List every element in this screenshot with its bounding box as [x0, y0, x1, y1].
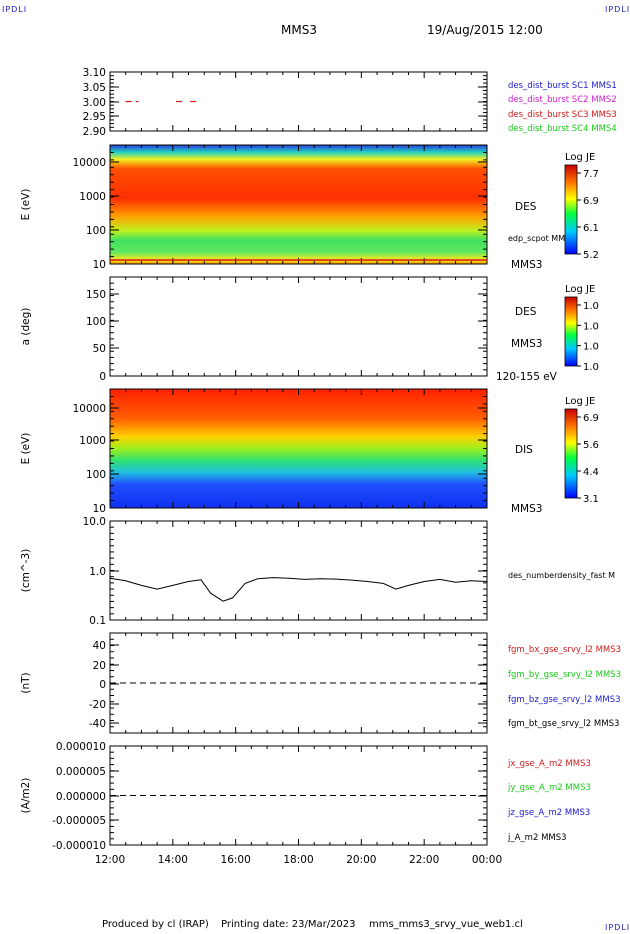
- legend-entry: fgm_bx_gse_srvy_l2 MMS3: [508, 645, 621, 655]
- colorbar-tick-label: 3.1: [583, 494, 599, 505]
- y-tick-label: -0.000005: [52, 815, 106, 827]
- y-tick-label: 0.1: [89, 615, 106, 627]
- y-tick-label: 10000: [73, 157, 106, 169]
- legend-entry: des_dist_burst SC4 MMS4: [508, 124, 617, 134]
- colorbar-title: Log JE: [565, 152, 595, 163]
- des-side-label: DES: [515, 201, 537, 213]
- y-tick-label: 40: [93, 640, 106, 652]
- y-tick-label: 0.000005: [56, 766, 106, 778]
- footer-produced-by: Produced by cl (IRAP): [102, 919, 209, 930]
- colorbar-title: Log JE: [565, 284, 595, 295]
- colorbar-tick-label: 5.6: [583, 440, 599, 451]
- x-tick-label: 20:00: [346, 854, 376, 866]
- y-axis-title: E (eV): [20, 189, 32, 221]
- legend-entry: des_dist_burst SC2 MMS2: [508, 95, 617, 105]
- y-tick-label: 0: [99, 679, 106, 691]
- y-axis-title: (cm^-3): [20, 549, 32, 592]
- y-tick-label: 100: [86, 225, 106, 237]
- y-tick-label: 3.05: [83, 82, 106, 94]
- y-tick-label: 3.00: [83, 97, 106, 109]
- y-tick-label: -20: [89, 699, 106, 711]
- y-tick-label: 0: [99, 371, 106, 383]
- y-tick-label: 20: [93, 660, 106, 672]
- x-tick-label: 18:00: [283, 854, 313, 866]
- y-tick-label: 150: [86, 289, 106, 301]
- x-tick-label: 00:00: [472, 854, 502, 866]
- colorbar: [564, 408, 578, 499]
- colorbar-tick-label: 6.1: [583, 223, 599, 234]
- dis-side-label: DIS: [515, 444, 533, 456]
- colorbar-title: Log JE: [565, 396, 595, 407]
- legend-entry: jy_gse_A_m2 MMS3: [507, 783, 591, 793]
- y-tick-label: 1.0: [89, 566, 106, 578]
- colorbar-tick-label: 7.7: [583, 169, 599, 180]
- colorbar: [564, 296, 578, 367]
- corner-logo-top-right: IPDLI: [605, 5, 630, 14]
- legend-entry: fgm_bt_gse_srvy_l2 MMS3: [508, 719, 619, 729]
- y-tick-label: 10.0: [83, 516, 106, 528]
- y-tick-label: 3.10: [83, 67, 106, 79]
- density-series-label: des_numberdensity_fast M: [508, 571, 615, 580]
- footer-printing-date: Printing date: 23/Mar/2023: [221, 919, 356, 930]
- sc-label: MMS3: [511, 338, 542, 350]
- legend-entry: des_dist_burst SC3 MMS3: [508, 110, 617, 120]
- density-line: [109, 577, 488, 602]
- y-tick-label: 10: [93, 503, 106, 515]
- y-tick-label: -0.000010: [52, 840, 106, 852]
- y-tick-label: 2.90: [83, 126, 106, 138]
- des-energy-spectrogram: [110, 145, 487, 264]
- colorbar-tick-label: 1.0: [583, 342, 599, 353]
- y-tick-label: -40: [89, 718, 106, 730]
- colorbar-tick-label: 6.9: [583, 196, 599, 207]
- colorbar-tick-label: 1.0: [583, 301, 599, 312]
- y-tick-label: 10000: [73, 403, 106, 415]
- corner-logo-bottom-right: IPDLI: [605, 923, 630, 932]
- y-tick-label: 0.000000: [56, 791, 106, 803]
- panel-frame: [109, 276, 488, 377]
- y-tick-label: 0.000010: [56, 741, 106, 753]
- colorbar-tick-label: 5.2: [583, 250, 599, 261]
- panel-frame: [109, 520, 488, 621]
- y-tick-label: 2.95: [83, 111, 106, 123]
- panel-bottom-label: MMS3: [511, 503, 542, 515]
- y-tick-label: 100: [86, 469, 106, 481]
- x-tick-label: 12:00: [95, 854, 125, 866]
- footer-filename: mms_mms3_srvy_vue_web1.cl: [369, 919, 523, 930]
- y-tick-label: 1000: [79, 435, 106, 447]
- colorbar-tick-label: 4.4: [583, 467, 599, 478]
- x-tick-label: 16:00: [221, 854, 251, 866]
- y-axis-title: (nT): [20, 672, 32, 693]
- y-tick-label: 100: [86, 316, 106, 328]
- y-axis-title: E (eV): [20, 433, 32, 465]
- datetime-title: 19/Aug/2015 12:00: [427, 23, 543, 37]
- corner-logo-top-left: IPDLI: [2, 5, 28, 14]
- colorbar-tick-label: 1.0: [583, 362, 599, 373]
- colorbar-tick-label: 6.9: [583, 413, 599, 424]
- colorbar: [564, 164, 578, 255]
- panel-bottom-label: MMS3: [511, 259, 542, 271]
- y-axis-title: a (deg): [20, 308, 32, 346]
- y-tick-label: 10: [93, 259, 106, 271]
- spacecraft-title: MMS3: [281, 23, 317, 37]
- colorbar-tick-label: 1.0: [583, 321, 599, 332]
- y-axis-title: (A/m2): [20, 778, 32, 814]
- x-tick-label: 22:00: [409, 854, 439, 866]
- legend-entry: fgm_by_gse_srvy_l2 MMS3: [508, 670, 621, 680]
- panel-frame: [109, 71, 488, 132]
- y-tick-label: 50: [93, 343, 106, 355]
- scpot-label: edp_scpot MMS3: [508, 234, 575, 243]
- legend-entry: jz_gse_A_m2 MMS3: [507, 808, 590, 818]
- x-tick-label: 14:00: [158, 854, 188, 866]
- legend-entry: des_dist_burst SC1 MMS1: [508, 81, 617, 91]
- legend-entry: fgm_bz_gse_srvy_l2 MMS3: [508, 695, 621, 705]
- des-side-label: DES: [515, 306, 537, 318]
- y-tick-label: 1000: [79, 191, 106, 203]
- energy-range-label: 120-155 eV: [496, 371, 558, 383]
- legend-entry: jx_gse_A_m2 MMS3: [507, 759, 591, 769]
- dis-energy-spectrogram: [110, 389, 487, 508]
- legend-entry: j_A_m2 MMS3: [507, 833, 567, 843]
